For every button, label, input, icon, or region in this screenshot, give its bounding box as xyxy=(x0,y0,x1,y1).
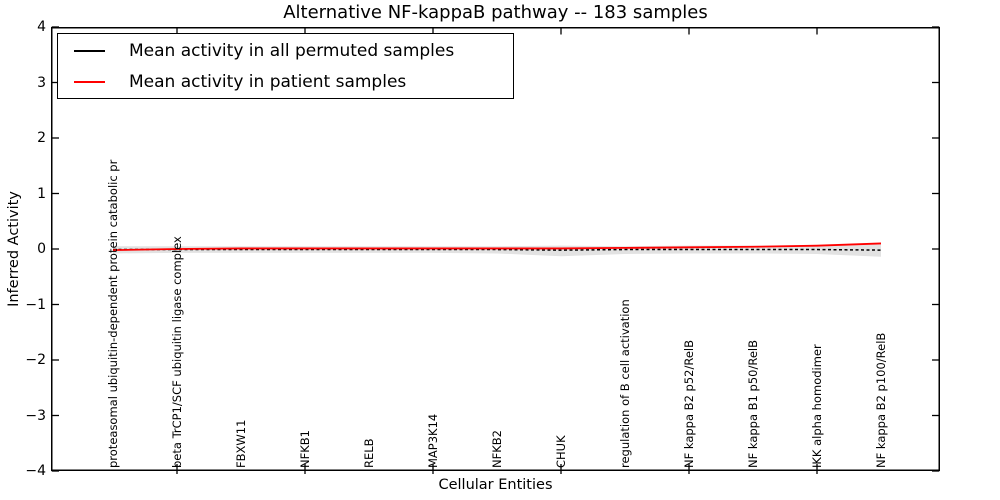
x-tick-label: NFKB1 xyxy=(298,430,312,468)
x-tick-label: RELB xyxy=(362,438,376,468)
x-tick-label: NFKB2 xyxy=(490,430,504,468)
y-tick-label: 2 xyxy=(37,130,46,146)
x-tick-label: regulation of B cell activation xyxy=(618,299,632,468)
legend-item: Mean activity in patient samples xyxy=(58,70,513,94)
y-tick-label: −3 xyxy=(25,407,46,424)
x-tick-label: IKK alpha homodimer xyxy=(810,344,824,468)
legend: Mean activity in all permuted samples Me… xyxy=(57,33,514,99)
y-tick-label: −2 xyxy=(25,352,46,368)
legend-item: Mean activity in all permuted samples xyxy=(58,39,513,63)
x-tick-label: NF kappa B2 p100/RelB xyxy=(874,332,888,468)
y-tick-label: 1 xyxy=(37,185,46,202)
x-tick-label: proteasomal ubiquitin-dependent protein … xyxy=(106,159,120,468)
legend-line-permuted xyxy=(74,49,105,52)
y-tick-label: −1 xyxy=(25,296,46,313)
x-tick-label: FBXW11 xyxy=(234,419,248,468)
x-tick-label: MAP3K14 xyxy=(426,413,440,468)
series-line xyxy=(113,248,882,251)
x-tick-label: NF kappa B2 p52/RelB xyxy=(682,340,696,468)
x-tick-label: CHUK xyxy=(554,435,568,468)
y-tick-label: 3 xyxy=(37,74,46,91)
y-tick-label: 0 xyxy=(37,241,46,257)
x-tick-label: beta TrCP1/SCF ubiquitin ligase complex xyxy=(170,236,184,468)
chart-canvas xyxy=(51,26,940,474)
x-tick-label: NF kappa B1 p50/RelB xyxy=(746,340,760,468)
plot-area xyxy=(51,26,940,474)
x-axis-label: Cellular Entities xyxy=(438,477,553,493)
y-tick-label: 4 xyxy=(37,19,46,35)
legend-line-patient xyxy=(74,80,105,83)
uncertainty-band xyxy=(113,242,881,257)
y-tick-label: −4 xyxy=(25,463,46,479)
legend-label-permuted: Mean activity in all permuted samples xyxy=(129,40,455,61)
series-line xyxy=(112,242,882,252)
chart-title: Alternative NF-kappaB pathway -- 183 sam… xyxy=(283,2,708,23)
legend-label-patient: Mean activity in patient samples xyxy=(129,71,407,92)
